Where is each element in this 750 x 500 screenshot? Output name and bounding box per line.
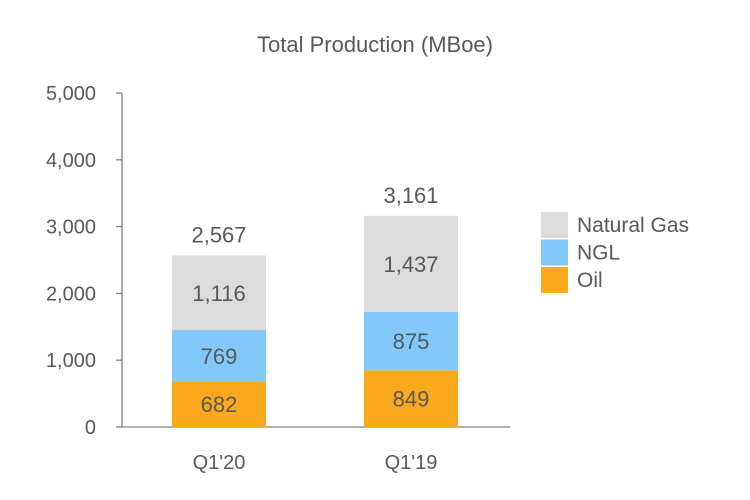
data-label: 1,437 [383,252,438,277]
bar-segment-oil [364,370,458,427]
y-tick-label: 3,000 [46,217,96,239]
legend-label: Oil [577,269,603,292]
y-tick-label: 4,000 [46,150,96,172]
legend-swatch [541,267,568,293]
y-tick-label: 5,000 [46,83,96,105]
legend-label: Natural Gas [577,214,689,237]
legend-label: NGL [577,242,620,265]
bar-segment-ngl [364,311,458,371]
bar-segment-natural-gas [364,215,458,312]
legend-swatch [541,212,568,238]
data-label: 1,116 [192,281,245,306]
data-label: 875 [393,329,430,354]
x-tick-label: Q1'20 [193,452,246,474]
bar-segment-oil [172,381,266,427]
data-label: 682 [201,392,238,417]
bar-segment-ngl [172,330,266,382]
legend-swatch [541,239,568,266]
x-tick-label: Q1'19 [385,452,438,474]
total-label: 3,161 [383,183,438,208]
y-tick-label: 0 [85,417,96,439]
y-tick-label: 2,000 [46,283,96,305]
total-label: 2,567 [191,223,246,248]
data-label: 849 [393,387,430,412]
bar-segment-natural-gas [172,255,266,331]
chart-title: Total Production (MBoe) [257,32,493,57]
data-label: 769 [201,344,238,369]
y-tick-label: 1,000 [46,350,96,372]
